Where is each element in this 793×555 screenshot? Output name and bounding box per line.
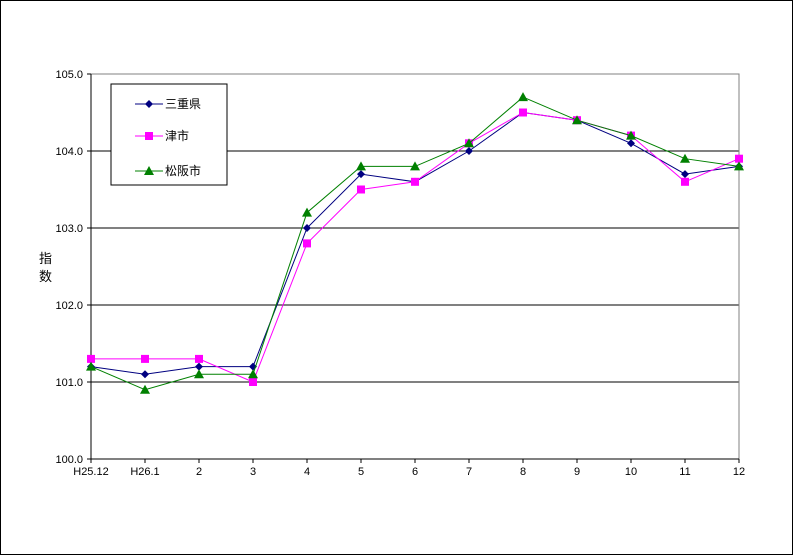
data-point (356, 161, 366, 171)
legend-label: 松阪市 (165, 163, 201, 178)
data-point (141, 354, 149, 363)
data-point (411, 177, 419, 186)
x-tick-label: 3 (250, 466, 256, 478)
x-axis-ticks: H25.12 H26.1 2 3 4 5 6 7 8 9 10 11 12 (73, 459, 745, 478)
y-tick-label: 104.0 (55, 146, 83, 158)
data-point (518, 92, 528, 102)
x-tick-label: 5 (358, 466, 364, 478)
y-tick-label: 105.0 (55, 69, 83, 81)
legend-marker (145, 100, 153, 108)
data-point (572, 115, 582, 125)
y-axis-label-part: 指 (39, 252, 52, 267)
x-tick-label: H26.1 (130, 466, 159, 478)
data-point (357, 185, 365, 194)
data-point (410, 161, 420, 171)
x-tick-label: H25.12 (73, 466, 108, 478)
x-tick-label: 12 (733, 466, 745, 478)
data-point (194, 369, 204, 379)
y-axis-label-part: 数 (39, 270, 52, 285)
legend-item: 松阪市 (135, 163, 201, 178)
legend-item: 三重県 (135, 97, 201, 111)
series (86, 92, 744, 394)
data-point (734, 161, 744, 171)
y-tick-label: 100.0 (55, 454, 83, 466)
data-point (195, 362, 203, 371)
legend-label: 津市 (165, 128, 189, 143)
data-point (681, 170, 689, 179)
legend-label: 三重県 (165, 97, 201, 111)
x-tick-label: 8 (520, 466, 526, 478)
data-point (735, 154, 743, 163)
data-point (303, 239, 311, 248)
data-point (302, 207, 312, 217)
data-point (519, 108, 527, 117)
data-point (680, 153, 690, 163)
x-tick-label: 2 (196, 466, 202, 478)
x-tick-label: 9 (574, 466, 580, 478)
data-point (464, 138, 474, 148)
data-point (249, 378, 257, 386)
data-point (303, 224, 311, 232)
x-tick-label: 6 (412, 466, 418, 478)
series-group (86, 92, 744, 394)
data-point (627, 139, 635, 148)
legend-item: 津市 (135, 128, 189, 143)
data-point (465, 147, 473, 155)
data-point (357, 170, 365, 179)
data-point (626, 130, 636, 140)
data-point (195, 354, 203, 363)
legend-marker (144, 166, 154, 175)
data-point (681, 177, 689, 186)
legend-box (110, 83, 228, 186)
x-tick-label: 4 (304, 466, 310, 478)
data-point (86, 361, 96, 371)
data-point (87, 354, 95, 363)
legend-marker (145, 132, 153, 140)
y-tick-label: 102.0 (55, 300, 83, 312)
x-tick-label: 7 (466, 466, 472, 478)
data-point (140, 384, 150, 394)
data-point (248, 369, 258, 379)
x-tick-label: 11 (679, 466, 690, 478)
data-point (141, 370, 149, 379)
x-tick-label: 10 (625, 466, 637, 478)
y-tick-label: 103.0 (55, 223, 83, 235)
y-tick-label: 101.0 (55, 377, 83, 389)
